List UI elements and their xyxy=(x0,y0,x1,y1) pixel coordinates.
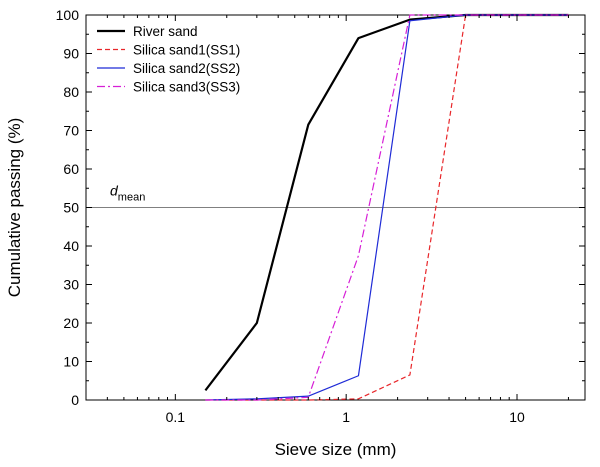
series-group xyxy=(204,13,569,401)
legend-label: Silica sand2(SS2) xyxy=(133,61,240,76)
x-tick-label: 10 xyxy=(509,409,525,425)
y-tick-label: 50 xyxy=(63,200,79,216)
y-tick-label: 80 xyxy=(63,84,79,100)
y-axis-title: Cumulative passing (%) xyxy=(5,118,24,298)
reference-line-label-sub: mean xyxy=(118,192,146,204)
y-tick-label: 30 xyxy=(63,277,79,293)
legend-label: River sand xyxy=(133,24,198,39)
reference-line-label-main: d xyxy=(110,183,119,199)
y-tick-label: 0 xyxy=(71,392,79,408)
y-tick-label: 20 xyxy=(63,315,79,331)
y-tick-label: 70 xyxy=(63,123,79,139)
y-tick-label: 60 xyxy=(63,161,79,177)
y-tick-label: 10 xyxy=(63,354,79,370)
y-tick-label: 100 xyxy=(56,7,80,23)
y-tick-label: 90 xyxy=(63,46,79,62)
reference-line-label: dmean xyxy=(110,183,145,204)
legend-label: Silica sand3(SS3) xyxy=(133,80,240,95)
legend-label: Silica sand1(SS1) xyxy=(133,43,240,58)
y-tick-label: 40 xyxy=(63,238,79,254)
legend: River sand Silica sand1(SS1) Silica sand2(… xyxy=(97,24,240,95)
x-tick-label: 0.1 xyxy=(166,409,186,425)
x-axis-title: Sieve size (mm) xyxy=(275,440,397,459)
series-line-1 xyxy=(204,13,569,392)
series-line-4 xyxy=(205,14,569,401)
ticks-group: 0 10 20 30 40 50 60 70 80 90 100 0.1 1 10 xyxy=(56,7,585,425)
x-tick-label: 1 xyxy=(342,409,350,425)
